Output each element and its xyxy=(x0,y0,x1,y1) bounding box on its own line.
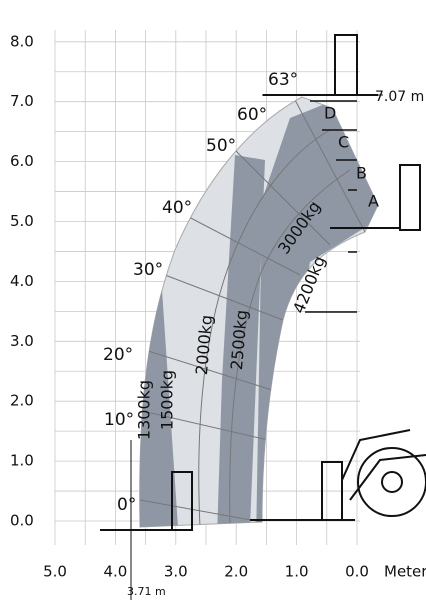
angle-label: 30° xyxy=(133,260,163,280)
y-tick-label: 6.0 xyxy=(10,152,34,170)
load-label: 1300kg xyxy=(135,380,154,440)
angle-label: 63° xyxy=(268,70,298,90)
working-envelope xyxy=(139,96,379,528)
labels: 0.0 1.0 2.0 3.0 4.0 5.0 6.0 7.0 8.0 5.0 4.0 3.0 2.0 1… xyxy=(10,32,379,580)
position-stops xyxy=(305,100,357,313)
angle-label: 40° xyxy=(162,198,192,218)
x-axis-unit: Meter xyxy=(384,563,426,581)
x-tick-label: 0.0 xyxy=(345,563,369,581)
position-label: A xyxy=(368,192,379,211)
zone xyxy=(215,155,265,527)
y-tick-label: 5.0 xyxy=(10,212,34,230)
position-label: C xyxy=(338,133,349,152)
position-label: B xyxy=(356,164,367,183)
x-tick-label: 1.0 xyxy=(285,563,309,581)
angle-label: 60° xyxy=(237,105,267,125)
position-label: D xyxy=(324,104,336,123)
y-tick-label: 4.0 xyxy=(10,272,34,290)
reach-label: 3.71 m xyxy=(127,585,166,598)
load-label: 1500kg xyxy=(158,370,177,430)
y-tick-label: 1.0 xyxy=(10,452,34,470)
max-height-label: 7.07 m xyxy=(375,89,424,105)
y-tick-label: 7.0 xyxy=(10,92,34,110)
zone xyxy=(139,280,178,527)
x-tick-label: 4.0 xyxy=(103,563,127,581)
angle-label: 20° xyxy=(103,345,133,365)
attachments xyxy=(100,34,426,600)
angle-label: 0° xyxy=(117,495,136,515)
angle-label: 50° xyxy=(206,136,236,156)
x-tick-label: 3.0 xyxy=(164,563,188,581)
y-tick-label: 2.0 xyxy=(10,392,34,410)
angle-label: 10° xyxy=(104,410,134,430)
x-tick-label: 2.0 xyxy=(224,563,248,581)
y-tick-label: 8.0 xyxy=(10,32,34,50)
x-tick-label: 5.0 xyxy=(43,563,67,581)
y-tick-label: 3.0 xyxy=(10,332,34,350)
y-tick-label: 0.0 xyxy=(10,512,34,530)
